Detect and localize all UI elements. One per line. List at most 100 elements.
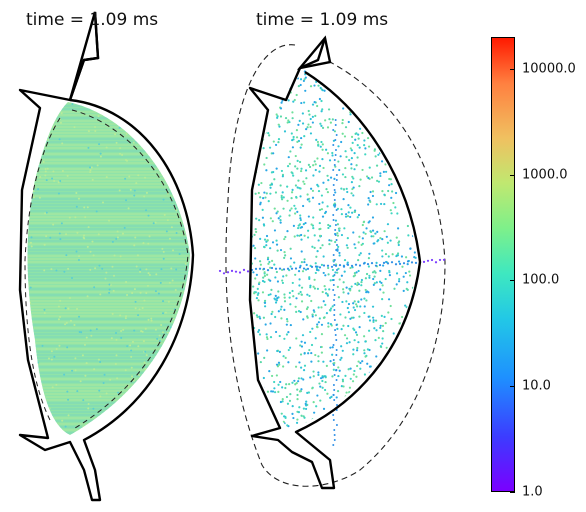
right-particle xyxy=(302,407,305,410)
right-particle xyxy=(380,117,383,120)
right-particle xyxy=(348,404,351,407)
left-panel xyxy=(18,11,195,502)
right-particle xyxy=(361,360,364,363)
right-particle xyxy=(337,374,340,378)
right-particle xyxy=(303,341,307,344)
right-particle xyxy=(318,202,321,206)
left-particle xyxy=(136,254,139,257)
right-particle xyxy=(292,295,295,298)
right-particle xyxy=(394,67,396,69)
right-particle xyxy=(340,187,343,190)
right-streak-particle xyxy=(332,184,335,186)
right-particle xyxy=(372,320,375,324)
right-particle xyxy=(414,149,418,152)
left-particle xyxy=(132,412,135,415)
right-streak-particle xyxy=(332,384,335,386)
right-particle xyxy=(390,212,393,215)
left-particle xyxy=(132,379,135,382)
right-particle xyxy=(323,89,326,92)
left-particle xyxy=(189,203,190,206)
right-particle xyxy=(422,116,424,118)
left-particle xyxy=(150,317,153,320)
right-particle xyxy=(300,101,303,105)
right-particle xyxy=(314,114,317,117)
right-particle xyxy=(279,308,282,311)
right-particle xyxy=(385,75,388,78)
left-particle xyxy=(187,340,190,343)
left-particle xyxy=(87,407,90,410)
right-particle xyxy=(367,315,370,318)
right-particle xyxy=(352,177,355,180)
right-particle xyxy=(276,280,280,283)
left-particle xyxy=(160,377,163,380)
right-particle xyxy=(338,369,341,372)
right-particle xyxy=(369,200,372,203)
right-particle xyxy=(305,127,308,131)
left-particle xyxy=(121,153,124,156)
right-particle xyxy=(338,254,341,257)
right-particle xyxy=(309,85,313,88)
right-particle xyxy=(282,365,285,368)
right-particle xyxy=(324,210,328,213)
right-particle xyxy=(377,123,380,126)
right-particle xyxy=(318,170,321,173)
left-particle xyxy=(146,151,149,154)
right-particle xyxy=(346,237,349,240)
right-particle xyxy=(368,400,371,403)
right-particle xyxy=(283,308,286,311)
left-particle xyxy=(159,358,162,361)
right-particle xyxy=(406,262,409,266)
right-particle xyxy=(383,407,387,411)
left-particle xyxy=(111,312,114,315)
right-particle xyxy=(374,381,377,384)
left-particle xyxy=(162,198,165,201)
right-particle xyxy=(265,156,268,160)
left-particle xyxy=(27,409,30,412)
right-particle xyxy=(284,386,287,390)
right-particle xyxy=(342,107,345,110)
left-particle xyxy=(135,182,138,185)
left-particle xyxy=(83,206,86,209)
right-particle xyxy=(258,219,261,222)
right-particle xyxy=(255,217,258,220)
right-particle xyxy=(271,241,275,244)
right-particle xyxy=(344,213,348,216)
left-particle xyxy=(163,424,166,427)
left-particle xyxy=(108,288,111,291)
right-particle xyxy=(321,126,325,129)
right-particle xyxy=(308,200,311,203)
right-particle xyxy=(363,349,366,352)
right-particle xyxy=(373,98,376,101)
right-particle xyxy=(307,229,310,232)
right-streak-particle xyxy=(333,314,336,316)
left-particle xyxy=(145,292,148,295)
right-particle xyxy=(372,319,375,322)
right-particle xyxy=(360,281,363,284)
right-particle xyxy=(349,206,352,209)
right-particle xyxy=(326,65,328,67)
right-particle xyxy=(252,235,254,238)
right-streak-particle xyxy=(278,267,282,270)
right-particle xyxy=(324,288,327,291)
right-particle xyxy=(350,167,353,170)
right-particle xyxy=(319,377,323,380)
left-particle xyxy=(139,291,142,294)
right-particle xyxy=(274,76,277,79)
right-particle xyxy=(300,238,303,241)
left-particle xyxy=(133,288,136,291)
right-particle xyxy=(393,128,396,132)
right-particle xyxy=(285,395,289,399)
right-particle xyxy=(317,84,320,87)
right-particle xyxy=(370,100,373,103)
right-particle xyxy=(398,280,401,283)
left-particle xyxy=(124,369,127,372)
right-particle xyxy=(378,417,381,420)
left-particle xyxy=(175,326,178,329)
right-particle xyxy=(340,356,343,359)
right-particle xyxy=(389,304,392,308)
left-particle xyxy=(141,413,144,416)
right-particle xyxy=(312,227,315,230)
right-particle xyxy=(321,244,324,247)
right-particle xyxy=(265,234,269,238)
right-particle xyxy=(319,86,322,90)
